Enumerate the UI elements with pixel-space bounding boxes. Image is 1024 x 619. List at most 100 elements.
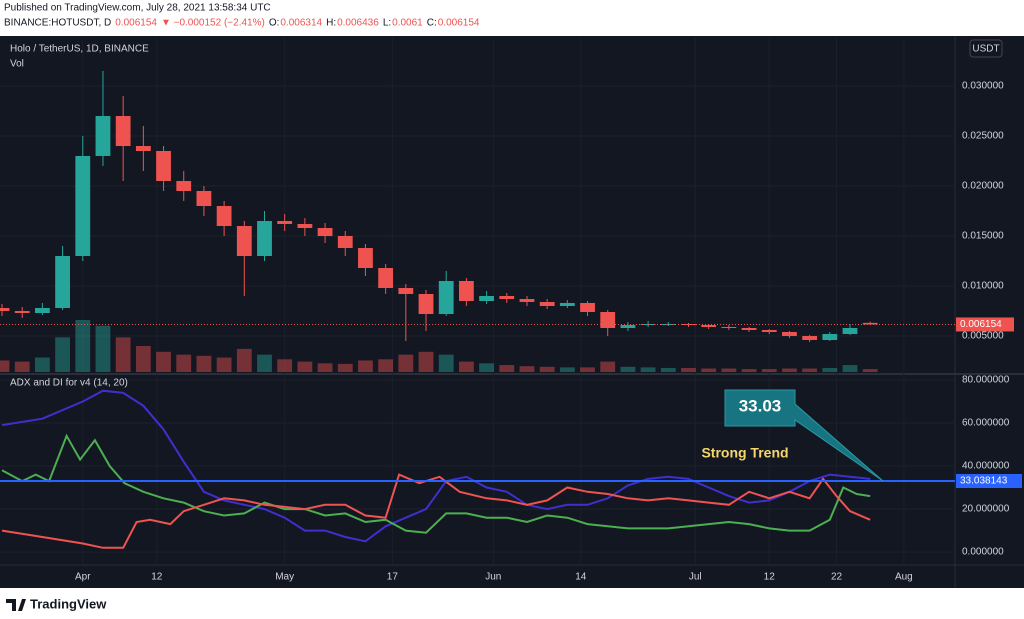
candle-body	[519, 299, 535, 302]
volume-label: Vol	[10, 59, 24, 70]
currency-label[interactable]: USDT	[972, 44, 999, 55]
volume-bar	[701, 368, 717, 372]
candle-body	[580, 303, 595, 312]
volume-bar	[862, 369, 878, 372]
candle-body	[95, 116, 111, 156]
x-tick-label: Jun	[485, 572, 501, 583]
volume-bar	[176, 354, 192, 372]
chart-background	[0, 36, 1024, 588]
candle-body	[14, 311, 30, 313]
x-tick-label: Apr	[75, 572, 91, 583]
threshold-tag	[956, 473, 1022, 488]
y-tick-label: 0.005000	[962, 331, 1004, 342]
close-label: C:	[427, 18, 437, 29]
volume-bar	[277, 359, 293, 372]
last-price-label: 0.006154	[960, 319, 1002, 330]
y-tick-label: 20.000000	[962, 504, 1010, 515]
candle-body	[398, 288, 414, 294]
volume-bar	[378, 359, 394, 372]
x-tick-label: 17	[387, 572, 399, 583]
candle-body	[277, 221, 293, 224]
candle-body	[539, 302, 555, 306]
volume-bar	[580, 367, 595, 372]
volume-bar	[34, 357, 50, 372]
callout-box	[724, 389, 884, 482]
candle-body	[600, 312, 616, 328]
last-price-tag	[956, 317, 1014, 332]
price-change: ▼ −0.000152 (−2.41%)	[161, 18, 265, 29]
plot-area	[0, 38, 955, 565]
volume-bar	[640, 367, 656, 372]
candle-body	[660, 324, 676, 325]
x-tick-label: 12	[151, 572, 163, 583]
volume-bar	[721, 368, 737, 372]
volume-bar	[216, 357, 232, 372]
y-tick-label: 0.025000	[962, 131, 1004, 142]
volume-bar	[499, 365, 515, 372]
candle-body	[236, 226, 252, 256]
volume-bar	[337, 363, 353, 372]
indicator-line	[1, 433, 871, 534]
x-tick-label: Aug	[895, 572, 913, 583]
volume-bar	[398, 354, 414, 372]
volume-bar	[0, 360, 10, 372]
candle-body	[156, 151, 171, 181]
candle-body	[34, 308, 50, 313]
volume-bar	[660, 367, 676, 372]
volume-bar	[761, 369, 777, 372]
volume-bar	[681, 367, 696, 372]
y-tick-label: 0.020000	[962, 181, 1004, 192]
y-tick-label: 0.000000	[962, 547, 1004, 558]
candle-body	[862, 322, 878, 325]
volume-bar	[600, 361, 616, 372]
callout-text: 33.03	[739, 396, 782, 415]
open-label: O:	[269, 18, 280, 29]
high-label: H:	[326, 18, 336, 29]
volume-bar	[156, 351, 171, 372]
candle-body	[257, 221, 272, 256]
volume-bar	[55, 337, 70, 372]
candle-body	[559, 303, 575, 306]
high-value: 0.006436	[337, 18, 379, 29]
candle-body	[701, 325, 717, 327]
candle-body	[0, 308, 10, 311]
low-value: 0.0061	[392, 18, 423, 29]
volume-bar	[842, 365, 858, 372]
chart-title: Holo / TetherUS, 1D, BINANCE	[10, 44, 149, 55]
close-value: 0.006154	[438, 18, 480, 29]
candle-body	[55, 256, 70, 308]
x-tick-label: 12	[764, 572, 776, 583]
candle-body	[499, 296, 515, 299]
y-tick-label: 0.015000	[962, 231, 1004, 242]
x-tick-label: 14	[575, 572, 587, 583]
candle-body	[681, 324, 696, 325]
volume-bar	[802, 368, 818, 372]
volume-bar	[620, 366, 636, 372]
volume-bar	[559, 367, 575, 372]
volume-bar	[519, 366, 535, 372]
candle-body	[458, 281, 474, 301]
candle-body	[842, 328, 858, 334]
candle-body	[135, 146, 151, 151]
volume-bar	[741, 369, 757, 372]
candle-body	[378, 268, 394, 288]
quote-line: BINANCE:HOTUSDT, D 0.006154 ▼ −0.000152 (−…	[4, 18, 480, 29]
indicator-title: ADX and DI for v4 (14, 20)	[10, 378, 128, 389]
open-value: 0.006314	[280, 18, 322, 29]
candle-body	[297, 224, 313, 228]
volume-bar	[822, 367, 838, 372]
volume-bar	[115, 337, 131, 372]
last-price: 0.006154	[115, 18, 157, 29]
currency-button[interactable]	[969, 39, 1003, 58]
volume-bar	[95, 325, 111, 372]
threshold-label: 33.038143	[960, 476, 1008, 487]
candle-body	[721, 327, 737, 328]
y-tick-label: 60.000000	[962, 418, 1010, 429]
x-tick-label: 22	[831, 572, 843, 583]
volume-bar	[196, 355, 212, 372]
x-tick-label: May	[275, 572, 294, 583]
candle-body	[782, 332, 797, 336]
candle-body	[418, 294, 434, 314]
indicator-line	[1, 389, 871, 543]
candle-body	[822, 334, 838, 340]
